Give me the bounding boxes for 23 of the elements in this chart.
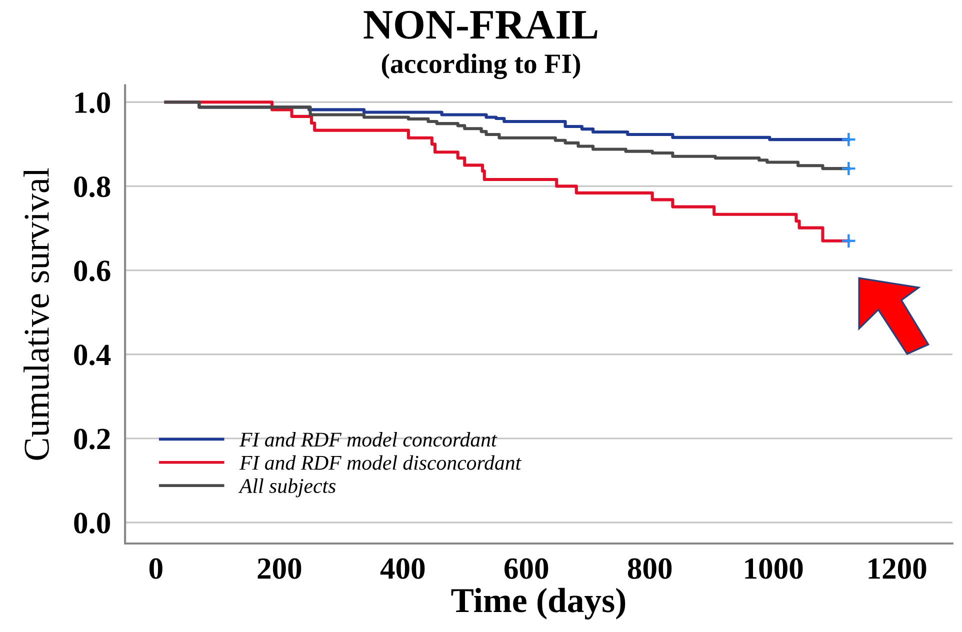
- chart-subtitle: (according to FI): [382, 54, 580, 80]
- point: [840, 160, 856, 176]
- x-tick-label: 1000: [745, 558, 803, 579]
- x-tick-label: 400: [380, 558, 425, 579]
- x-tick-label: 600: [504, 558, 548, 579]
- y-axis-title: Cumulative survival: [24, 168, 49, 460]
- x-tick-label: 200: [258, 558, 302, 579]
- y-tick-label: 0.8: [74, 176, 110, 198]
- point: [840, 233, 856, 249]
- y-tick-label: 0.4: [74, 344, 111, 366]
- x-tick-label: 1200: [868, 558, 926, 579]
- point: [840, 132, 856, 148]
- y-tick-label: 0.2: [74, 428, 110, 450]
- x-tick-label: 800: [628, 558, 672, 579]
- chart-title: NON-FRAIL: [364, 10, 598, 39]
- x-tick-label: 0: [149, 558, 162, 579]
- y-tick-label: 0.0: [74, 512, 110, 534]
- y-tick-label: 1.0: [75, 92, 110, 114]
- x-axis-title: Time (days): [451, 588, 626, 620]
- legend-label: FI and RDF model concordant: [239, 432, 498, 447]
- legend-label: All subjects: [238, 478, 336, 498]
- y-tick-label: 0.6: [74, 260, 110, 282]
- legend-label: FI and RDF model disconcordant: [239, 455, 522, 470]
